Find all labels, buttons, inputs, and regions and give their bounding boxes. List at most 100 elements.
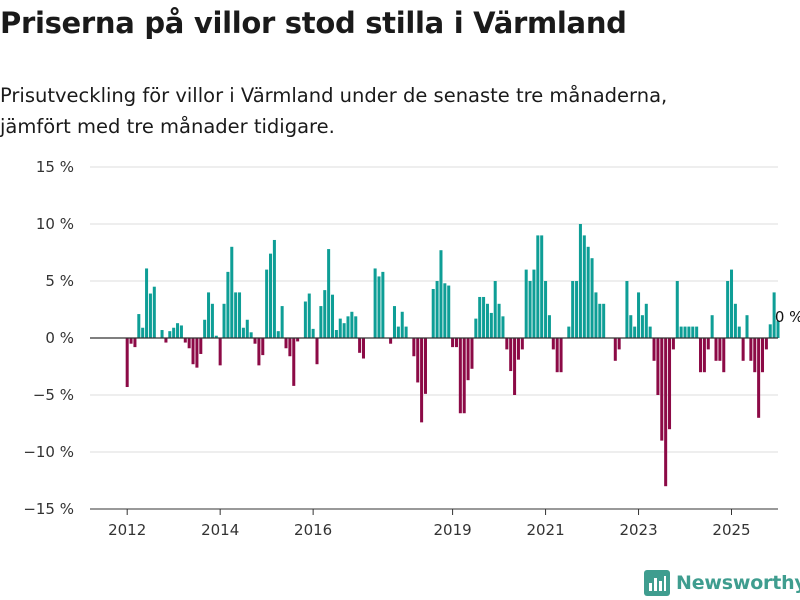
bar: [381, 271, 385, 338]
bar: [637, 292, 641, 338]
bar: [652, 338, 656, 361]
bar: [389, 338, 393, 344]
last-value-label: 0 %: [775, 308, 800, 326]
bar: [714, 338, 718, 361]
bar: [540, 235, 544, 338]
bar: [292, 338, 296, 386]
bar: [284, 338, 288, 349]
bar: [671, 338, 675, 350]
bar: [559, 338, 563, 373]
bar: [776, 320, 780, 338]
x-tick-label: 2014: [201, 521, 239, 539]
bar: [536, 235, 540, 338]
bar: [513, 338, 517, 395]
bar: [757, 338, 761, 418]
bar: [532, 269, 536, 338]
bar: [745, 315, 749, 338]
bar: [458, 338, 462, 414]
bar: [482, 296, 486, 338]
bar: [435, 281, 439, 338]
bar: [160, 330, 164, 338]
bar: [551, 338, 555, 350]
bar: [280, 306, 284, 338]
bar: [768, 324, 772, 338]
bar: [354, 316, 358, 338]
bar: [737, 326, 741, 338]
bar: [633, 326, 637, 338]
y-tick-label: 15 %: [36, 158, 74, 176]
bar: [478, 296, 482, 338]
bar: [710, 315, 714, 338]
bar: [249, 332, 253, 338]
page-title: Priserna på villor stod stilla i Värmlan…: [0, 6, 627, 40]
grid-lines: [90, 166, 778, 453]
bar-chart-icon: [644, 570, 670, 596]
bar: [176, 323, 180, 338]
bar: [373, 268, 377, 338]
bar: [733, 303, 737, 338]
bar: [625, 281, 629, 338]
y-tick-label: −15 %: [23, 500, 74, 518]
bar: [741, 338, 745, 361]
bar: [439, 250, 443, 338]
x-tick-label: 2019: [434, 521, 472, 539]
bar: [315, 338, 319, 365]
subtitle-line-2: jämfört med tre månader tidigare.: [0, 115, 335, 138]
x-tick-label: 2025: [712, 521, 750, 539]
bar: [586, 246, 590, 338]
bar: [726, 281, 730, 338]
bar: [342, 323, 346, 338]
bar: [265, 269, 269, 338]
bar: [648, 326, 652, 338]
bar: [753, 338, 757, 373]
bar: [164, 338, 168, 343]
bar: [296, 338, 300, 342]
bar: [214, 335, 218, 338]
bar: [125, 338, 129, 388]
bar: [423, 338, 427, 394]
bar: [210, 303, 214, 338]
bar: [691, 326, 695, 338]
bar: [187, 338, 191, 349]
bar: [261, 338, 265, 356]
bar: [334, 330, 338, 338]
bar: [133, 338, 137, 348]
bar: [544, 281, 548, 338]
bar: [764, 338, 768, 350]
bar: [578, 224, 582, 338]
bar: [358, 338, 362, 353]
bar: [218, 338, 222, 366]
y-tick-label: 0 %: [45, 329, 74, 347]
bar: [493, 281, 497, 338]
bar: [447, 285, 451, 338]
bar: [183, 338, 187, 343]
bar: [269, 253, 273, 338]
subtitle-line-1: Prisutveckling för villor i Värmland und…: [0, 84, 668, 107]
x-tick-label: 2021: [526, 521, 564, 539]
bar: [501, 316, 505, 338]
bar: [234, 292, 238, 338]
bar: [640, 315, 644, 338]
bar: [555, 338, 559, 373]
bar: [330, 294, 335, 338]
y-tick-label: −10 %: [23, 443, 74, 461]
bar: [400, 311, 404, 338]
bar: [470, 338, 474, 369]
bar: [420, 338, 424, 423]
bar: [660, 338, 664, 441]
bar: [179, 325, 183, 338]
bar: [226, 271, 230, 338]
bar: [145, 268, 149, 338]
bar: [520, 338, 524, 350]
bar: [497, 303, 501, 338]
bar: [590, 258, 594, 338]
bar: [195, 338, 199, 368]
bar: [346, 316, 350, 338]
bar: [679, 326, 683, 338]
bar: [695, 326, 699, 338]
bar: [509, 338, 513, 372]
bar: [148, 293, 152, 338]
bar: [516, 338, 520, 360]
bar: [451, 338, 455, 348]
